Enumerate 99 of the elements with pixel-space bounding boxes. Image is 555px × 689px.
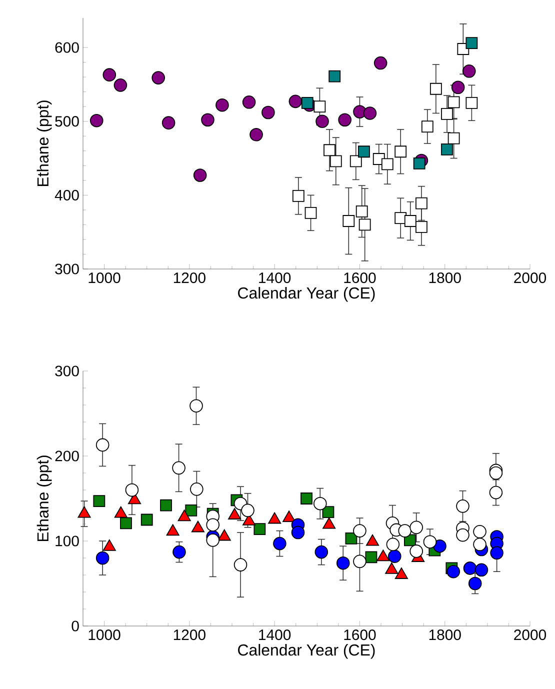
- point: [314, 100, 326, 113]
- y-tick-label: 300: [55, 264, 79, 274]
- y-tick-label: 200: [55, 450, 79, 462]
- point: [254, 523, 266, 536]
- point: [463, 562, 477, 575]
- point: [172, 545, 186, 559]
- x-tick-label: 1600: [344, 272, 376, 284]
- point: [358, 218, 371, 231]
- point: [388, 550, 402, 563]
- x-axis-title: Calendar Year (CE): [238, 644, 375, 659]
- point: [314, 545, 328, 559]
- x-tick-label: 1200: [174, 272, 206, 284]
- point: [301, 96, 314, 109]
- point: [216, 98, 229, 112]
- point: [120, 517, 132, 530]
- point: [490, 546, 504, 560]
- point: [90, 114, 104, 128]
- point: [441, 143, 453, 156]
- point: [241, 504, 254, 518]
- y-axis-title: Ethane (ppt): [36, 456, 52, 542]
- y-tick-label: 600: [55, 42, 79, 53]
- point: [114, 78, 128, 92]
- x-tick-label: 2000: [514, 272, 546, 284]
- point: [374, 56, 388, 70]
- x-tick-label: 2000: [514, 630, 546, 640]
- point: [356, 205, 368, 218]
- point: [193, 168, 207, 182]
- x-tick-label: 1000: [88, 630, 120, 640]
- point: [441, 108, 453, 120]
- point: [201, 113, 214, 127]
- point: [363, 106, 377, 120]
- point: [448, 96, 460, 108]
- point: [468, 576, 482, 590]
- point: [416, 197, 428, 210]
- point: [330, 155, 342, 168]
- point: [140, 514, 153, 526]
- point: [273, 536, 286, 550]
- point: [410, 544, 423, 558]
- point: [96, 551, 110, 565]
- point: [322, 506, 334, 518]
- point: [394, 146, 407, 158]
- point: [342, 215, 355, 227]
- point: [206, 534, 220, 547]
- point: [288, 94, 302, 108]
- x-tick-label: 1800: [429, 272, 461, 284]
- point: [262, 106, 275, 120]
- x-tick-label: 1400: [259, 272, 291, 284]
- point: [448, 132, 460, 144]
- y-tick-label: 500: [55, 116, 79, 127]
- point: [291, 526, 305, 540]
- point: [350, 155, 362, 168]
- point: [162, 116, 176, 130]
- point: [304, 206, 317, 219]
- point: [300, 492, 312, 504]
- point: [328, 70, 341, 82]
- y-axis-title: Ethane (ppt): [36, 100, 52, 186]
- point: [489, 466, 503, 480]
- point: [338, 113, 352, 127]
- point: [473, 538, 486, 552]
- point: [336, 556, 350, 570]
- point: [466, 37, 478, 50]
- y-tick-label: 100: [56, 536, 79, 546]
- y-tick-label: 300: [55, 366, 79, 376]
- point: [152, 71, 165, 84]
- point: [316, 114, 329, 128]
- point: [345, 532, 358, 544]
- point: [292, 190, 304, 202]
- point: [413, 157, 426, 170]
- point: [466, 96, 478, 109]
- point: [404, 215, 416, 227]
- point: [446, 564, 460, 578]
- y-tick-label: 0: [72, 620, 79, 632]
- point: [358, 146, 370, 158]
- x-axis-title: Calendar Year (CE): [238, 286, 375, 302]
- x-tick-label: 1600: [344, 630, 376, 640]
- point: [381, 158, 394, 170]
- point: [421, 120, 434, 132]
- point: [160, 499, 172, 512]
- x-tick-label: 1200: [174, 630, 206, 640]
- point: [430, 82, 442, 95]
- point: [451, 80, 465, 94]
- point: [206, 518, 220, 532]
- point: [433, 539, 446, 553]
- point: [324, 144, 336, 156]
- point: [474, 563, 488, 577]
- x-tick-label: 1800: [429, 630, 461, 640]
- point: [250, 128, 263, 142]
- point: [462, 64, 476, 78]
- x-tick-label: 1400: [259, 630, 291, 640]
- point: [365, 551, 378, 564]
- y-tick-label: 400: [54, 190, 79, 200]
- point: [242, 96, 256, 109]
- point: [185, 504, 198, 516]
- point: [102, 68, 116, 82]
- x-tick-label: 1000: [88, 272, 120, 284]
- point: [93, 495, 106, 507]
- point: [313, 496, 327, 510]
- point: [353, 524, 366, 538]
- point: [423, 535, 437, 548]
